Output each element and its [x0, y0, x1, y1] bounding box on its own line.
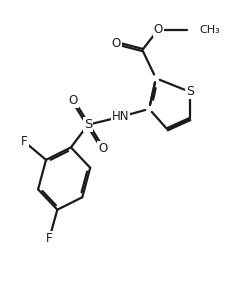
Text: F: F [21, 135, 28, 148]
Text: O: O [111, 37, 120, 50]
Text: CH₃: CH₃ [198, 24, 219, 35]
Text: HN: HN [111, 110, 129, 123]
Text: O: O [68, 94, 77, 107]
Text: O: O [153, 23, 162, 36]
Text: O: O [98, 142, 107, 155]
Text: F: F [46, 232, 52, 245]
Text: S: S [185, 85, 193, 98]
Text: S: S [83, 118, 92, 131]
